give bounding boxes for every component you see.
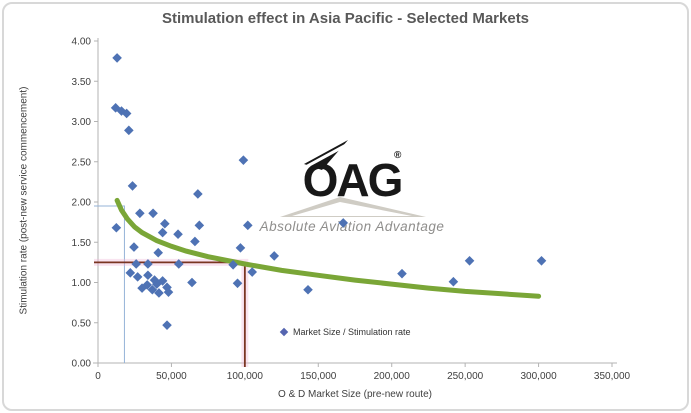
data-point[interactable] xyxy=(228,259,238,270)
y-tick-label: 3.00 xyxy=(72,117,92,128)
legend[interactable]: Market Size / Stimulation rate xyxy=(279,327,411,337)
x-tick-label: 250,000 xyxy=(447,371,484,382)
data-point[interactable] xyxy=(238,155,249,165)
data-point[interactable] xyxy=(143,270,153,281)
data-point[interactable] xyxy=(160,218,170,229)
data-point[interactable] xyxy=(163,287,174,297)
data-point[interactable] xyxy=(187,277,197,288)
data-point[interactable] xyxy=(235,243,246,253)
data-point[interactable] xyxy=(111,222,122,233)
chart-title: Stimulation effect in Asia Pacific - Sel… xyxy=(161,10,530,27)
data-point[interactable] xyxy=(397,268,407,279)
y-tick-label: 2.00 xyxy=(72,198,92,209)
data-point[interactable] xyxy=(121,108,132,119)
y-tick-label: 1.00 xyxy=(72,278,92,289)
reference-line-glow xyxy=(94,258,249,367)
data-point[interactable] xyxy=(269,251,280,261)
data-point[interactable] xyxy=(125,268,136,278)
swoosh-highlight xyxy=(292,202,412,216)
data-point[interactable] xyxy=(157,276,168,286)
data-point[interactable] xyxy=(153,247,164,258)
data-point[interactable] xyxy=(464,255,475,266)
legend-label: Market Size / Stimulation rate xyxy=(293,327,411,337)
data-point[interactable] xyxy=(448,276,459,287)
x-axis-title: O & D Market Size (pre-new route) xyxy=(278,389,432,400)
legend-diamond-icon xyxy=(279,327,289,337)
oag-logo-arrow-gap xyxy=(301,142,349,171)
data-point[interactable] xyxy=(148,208,158,219)
y-tick-label: 4.00 xyxy=(72,37,92,48)
y-tick-label: 2.50 xyxy=(72,157,92,168)
data-point[interactable] xyxy=(303,284,313,295)
data-point[interactable] xyxy=(127,181,138,191)
data-point[interactable] xyxy=(137,283,147,293)
trend-curve xyxy=(114,197,542,299)
oag-watermark-logo: OAG ® Absolute Aviation Advantage xyxy=(259,140,445,234)
x-tick-label: 50,000 xyxy=(156,371,187,382)
data-point[interactable] xyxy=(149,275,160,285)
x-tick-label: 350,000 xyxy=(594,371,631,382)
data-point[interactable] xyxy=(129,242,139,252)
y-tick-label: 0.00 xyxy=(72,359,92,370)
y-tick-label: 1.50 xyxy=(72,238,92,249)
y-axis-title: Stimulation rate (post-new service comme… xyxy=(18,86,30,315)
data-point[interactable] xyxy=(131,259,141,269)
data-point[interactable] xyxy=(147,284,158,295)
data-point[interactable] xyxy=(143,259,153,269)
data-point[interactable] xyxy=(190,236,200,247)
data-point[interactable] xyxy=(112,53,122,63)
x-tick-label: 0 xyxy=(95,371,101,382)
data-point[interactable] xyxy=(157,227,168,238)
data-point[interactable] xyxy=(193,189,203,199)
data-point[interactable] xyxy=(162,320,172,330)
registered-mark: ® xyxy=(394,150,402,161)
x-tick-label: 300,000 xyxy=(520,371,557,382)
data-point[interactable] xyxy=(162,282,172,293)
x-tick-label: 100,000 xyxy=(227,371,264,382)
x-tick-label: 150,000 xyxy=(300,371,337,382)
y-tick-label: 0.50 xyxy=(72,318,92,329)
data-point[interactable] xyxy=(194,220,205,231)
data-point[interactable] xyxy=(338,218,349,228)
data-point[interactable] xyxy=(124,125,134,136)
data-point[interactable] xyxy=(232,278,243,289)
data-point[interactable] xyxy=(173,259,184,269)
reference-line-market-100k-example xyxy=(94,261,246,367)
reference-line-small-market-example xyxy=(94,205,125,363)
x-tick-label: 200,000 xyxy=(374,371,411,382)
oag-tagline: Absolute Aviation Advantage xyxy=(259,219,445,234)
data-point[interactable] xyxy=(135,208,145,219)
data-point[interactable] xyxy=(247,267,257,277)
y-tick-label: 3.50 xyxy=(72,77,92,88)
data-point[interactable] xyxy=(173,229,183,239)
data-point[interactable] xyxy=(132,272,143,282)
data-point[interactable] xyxy=(242,220,253,231)
data-point[interactable] xyxy=(536,255,547,266)
data-point[interactable] xyxy=(154,288,164,298)
